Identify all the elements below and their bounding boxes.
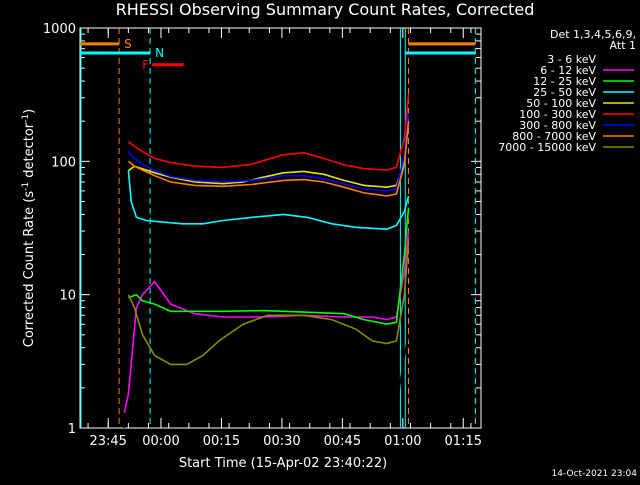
plot-frame: [79, 27, 482, 429]
x-tick-label: 01:00: [384, 434, 421, 449]
x-tick-label: 00:45: [324, 434, 361, 449]
flag-label-s: S: [124, 37, 132, 51]
legend-item-label: 3 - 6 keV: [547, 53, 596, 66]
series-line-5: [127, 93, 410, 171]
series-line-8: [127, 241, 410, 366]
series-line-3: [127, 170, 410, 231]
legend-item-label: 300 - 800 keV: [519, 119, 596, 132]
series-layer: [123, 93, 410, 429]
x-tick-label: 00:15: [203, 434, 240, 449]
axes-layer: 1 10 100 1000 23:45 00:00 00:15 00:30 00:45 01:00…: [43, 22, 482, 449]
legend-header-line: Det 1,3,4,5,6,9,: [550, 28, 636, 41]
series-line-4: [127, 121, 410, 189]
legend-item-label: 50 - 100 keV: [526, 97, 596, 110]
x-tick-label: 23:45: [89, 434, 126, 449]
annotation-layer: S NF: [80, 28, 476, 428]
series-line-0: [123, 334, 410, 429]
flag-label-n: N: [155, 46, 164, 60]
x-tick-label: 00:30: [263, 434, 300, 449]
legend-item-label: 12 - 25 keV: [533, 75, 596, 88]
x-tick-label: 01:15: [445, 434, 482, 449]
plot-timestamp: 14-Oct-2021 23:04: [552, 469, 638, 479]
legend-header-line: Att 1: [610, 39, 636, 52]
legend-item-label: 100 - 300 keV: [519, 108, 596, 121]
chart-title: RHESSI Observing Summary Count Rates, Co…: [116, 0, 535, 19]
y-tick-label: 1: [68, 422, 76, 437]
y-tick-label: 10: [59, 289, 76, 304]
legend-item-label: 7000 - 15000 keV: [498, 141, 596, 154]
y-tick-label: 100: [51, 155, 76, 170]
y-tick-label: 1000: [43, 22, 76, 37]
legend-item-label: 6 - 12 keV: [540, 64, 596, 77]
series-line-1: [123, 231, 410, 413]
series-line-7: [127, 121, 410, 197]
legend-item-label: 800 - 7000 keV: [512, 130, 596, 143]
series-line-6: [127, 113, 410, 192]
x-axis-label: Start Time (15-Apr-02 23:40:22): [179, 456, 387, 471]
y-axis-label: Corrected Count Rate (s-1 detector-1): [21, 109, 37, 347]
flag-label-f: F: [142, 58, 149, 72]
legend-item-label: 25 - 50 keV: [533, 86, 596, 99]
x-tick-label: 00:00: [142, 434, 179, 449]
series-line-2: [128, 207, 410, 326]
